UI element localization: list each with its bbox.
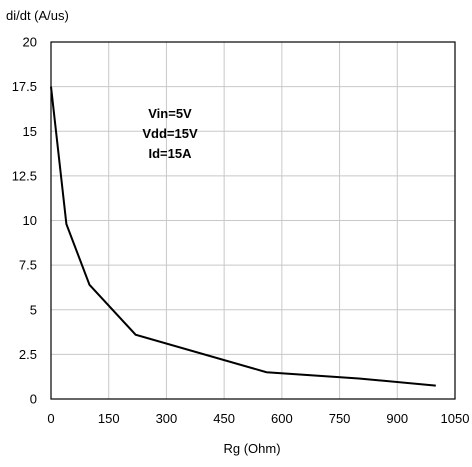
y-tick-label: 7.5 — [19, 258, 37, 273]
series-line — [50, 86, 436, 387]
y-tick-label: 0 — [30, 392, 37, 407]
y-tick-label: 12.5 — [12, 168, 37, 183]
y-tick-label: 20 — [23, 35, 37, 50]
x-tick-label: 600 — [271, 411, 293, 426]
x-tick-label: 750 — [329, 411, 351, 426]
x-tick-label: 0 — [47, 411, 54, 426]
y-tick-label: 17.5 — [12, 79, 37, 94]
x-tick-label: 450 — [213, 411, 235, 426]
annotations: Vin=5V Vdd=15V Id=15A — [142, 106, 198, 161]
y-tick-label: 2.5 — [19, 347, 37, 362]
plot-frame — [50, 41, 456, 400]
x-tick-label: 1050 — [441, 411, 470, 426]
x-tick-labels: 0 150 300 450 600 750 900 1050 — [47, 411, 469, 426]
annotation-label: Id=15A — [149, 146, 193, 161]
x-tick-label: 300 — [156, 411, 178, 426]
grid — [51, 42, 455, 399]
y-axis-title: di/dt (A/us) — [6, 8, 69, 23]
y-tick-label: 5 — [30, 302, 37, 317]
x-axis-title: Rg (Ohm) — [223, 441, 280, 456]
y-tick-label: 10 — [23, 213, 37, 228]
y-tick-label: 15 — [23, 124, 37, 139]
x-tick-label: 900 — [386, 411, 408, 426]
y-tick-labels: 0 2.5 5 7.5 10 12.5 15 17.5 20 — [12, 35, 37, 407]
annotation-label: Vdd=15V — [142, 126, 198, 141]
x-tick-label: 150 — [98, 411, 120, 426]
annotation-label: Vin=5V — [148, 106, 192, 121]
